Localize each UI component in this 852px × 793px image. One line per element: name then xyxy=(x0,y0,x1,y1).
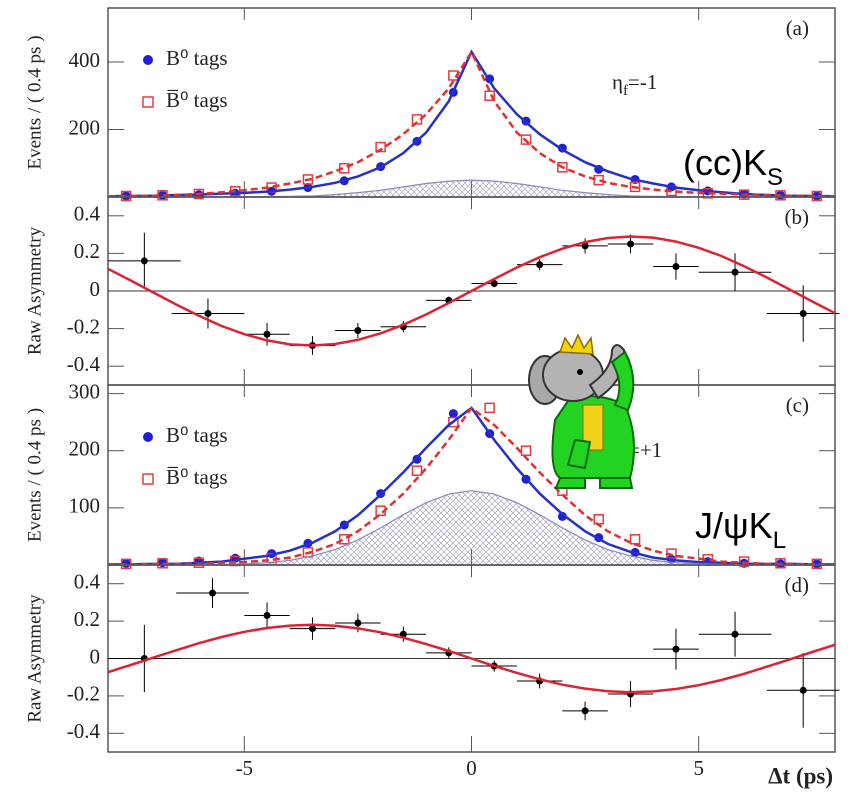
annotation-rest: =-1 xyxy=(628,70,657,94)
data-point xyxy=(209,589,217,597)
y-tick-label: -0.2 xyxy=(67,682,100,706)
annotation: (cc)KS xyxy=(683,142,783,191)
fit-curve xyxy=(108,406,835,566)
y-tick-label: 0 xyxy=(90,277,101,301)
mascot xyxy=(528,333,635,489)
data-point xyxy=(557,511,567,521)
y-tick-label: 200 xyxy=(69,437,101,461)
fit-curve xyxy=(107,49,836,198)
data-point xyxy=(308,625,316,633)
y-tick-label: -0.2 xyxy=(67,314,100,338)
annotation: J/ψKL xyxy=(695,505,786,554)
y-tick-label: 0.4 xyxy=(74,570,101,594)
legend-label: B̅⁰ tags xyxy=(166,465,228,489)
legend-marker xyxy=(142,473,154,485)
data-point xyxy=(629,534,641,545)
y-axis-label: Raw Asymmetry xyxy=(24,594,45,723)
panel-label: (b) xyxy=(785,205,810,229)
data-point xyxy=(799,686,807,694)
data-point xyxy=(557,162,568,173)
y-tick-label: 100 xyxy=(69,494,101,518)
data-point xyxy=(375,141,386,153)
y-tick-label: 400 xyxy=(69,48,101,72)
x-tick-label: 0 xyxy=(466,756,477,780)
x-axis-label: Δt (ps) xyxy=(768,763,833,788)
data-point xyxy=(799,310,807,318)
data-point xyxy=(593,514,604,525)
data-point xyxy=(629,181,641,193)
data-point xyxy=(520,445,532,456)
data-point xyxy=(731,630,739,638)
y-tick-label: 300 xyxy=(69,379,101,403)
data-point xyxy=(302,174,314,185)
y-tick-label: 200 xyxy=(69,115,101,139)
x-tick-label: -5 xyxy=(236,756,254,780)
annotation-sub: S xyxy=(767,164,783,191)
data-point xyxy=(204,310,212,318)
annotation-sub: f xyxy=(623,83,628,99)
data-point xyxy=(448,416,459,428)
data-point xyxy=(536,261,544,269)
data-point xyxy=(738,556,750,567)
annotation: ηf=-1 xyxy=(612,70,657,100)
data-point xyxy=(411,465,423,476)
y-axis-label: Raw Asymmetry xyxy=(24,226,45,355)
y-axis-label: Events / ( 0.4 ps ) xyxy=(24,35,45,169)
panel-label: (c) xyxy=(786,393,809,417)
data-point xyxy=(490,279,498,287)
legend-label: B⁰ tags xyxy=(166,423,228,447)
legend-label: B⁰ tags xyxy=(166,46,228,70)
legend-label: B̅⁰ tags xyxy=(166,88,228,112)
y-tick-label: 0.2 xyxy=(74,239,100,263)
annotation-text: η xyxy=(612,70,623,94)
data-point xyxy=(581,707,589,715)
y-axis-label: Events / ( 0.4 ps ) xyxy=(24,408,45,542)
data-point xyxy=(339,534,350,545)
y-tick-label: 0 xyxy=(90,644,101,668)
panel-label: (a) xyxy=(786,16,809,40)
data-point xyxy=(140,257,148,265)
data-point xyxy=(484,90,495,101)
data-point xyxy=(581,242,589,250)
legend-marker xyxy=(143,55,153,65)
legend-marker xyxy=(143,432,153,442)
data-point xyxy=(627,240,635,248)
y-tick-label: -0.4 xyxy=(67,352,101,376)
y-tick-label: 0.4 xyxy=(74,202,101,226)
data-point xyxy=(354,326,362,334)
data-point xyxy=(263,611,271,619)
data-point xyxy=(263,330,271,338)
legend-marker xyxy=(142,96,154,108)
fit-curve xyxy=(107,49,836,198)
data-point xyxy=(484,402,495,414)
data-point xyxy=(399,630,407,638)
annotation-text: J/ψK xyxy=(695,505,773,546)
annotation-sub: L xyxy=(773,527,786,554)
panel-label: (d) xyxy=(785,573,810,597)
data-point xyxy=(731,268,739,276)
data-point xyxy=(354,619,362,627)
data-point xyxy=(448,409,458,419)
fit-curve xyxy=(107,623,836,694)
y-tick-label: -0.4 xyxy=(67,719,101,743)
data-point xyxy=(672,263,680,271)
annotation-text: (cc)K xyxy=(683,142,767,183)
fit-curve xyxy=(107,235,836,347)
data-point xyxy=(520,134,532,145)
data-point xyxy=(672,645,680,653)
x-tick-label: 5 xyxy=(693,756,704,780)
y-tick-label: 0.2 xyxy=(74,607,100,631)
